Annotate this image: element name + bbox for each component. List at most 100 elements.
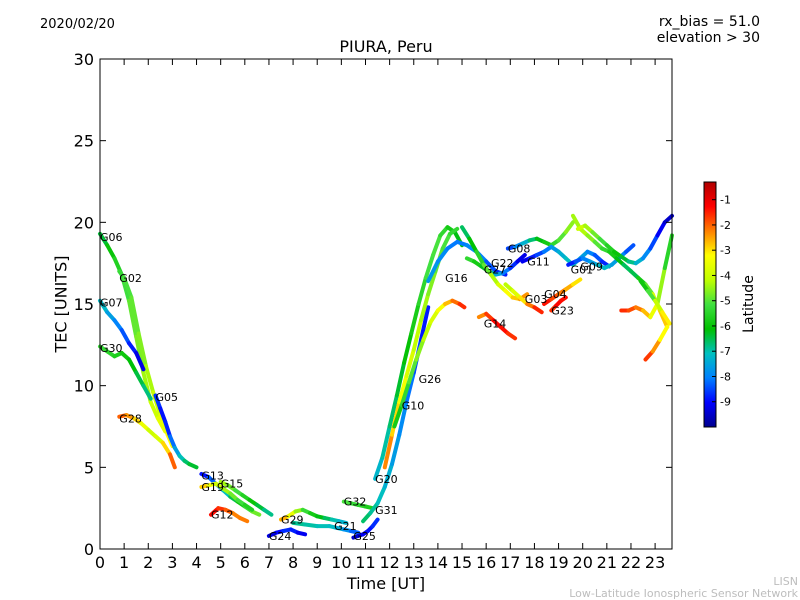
x-tick-label: 19 [548,553,568,572]
trace-segment-g21 [291,520,308,527]
trace-segment-g12 [238,516,250,524]
satellite-label-g05: G05 [156,391,179,404]
satellite-label-g10: G10 [402,399,425,412]
trace-segment-g07 [127,341,139,355]
satellite-label-g32: G32 [344,496,367,509]
trace-segment-g10 [457,302,467,310]
trace-segment-g05 [153,393,163,411]
x-tick-label: 18 [524,553,544,572]
x-tick-label: 0 [95,553,105,572]
trace-segment-g31 [368,501,380,516]
x-tick-label: 6 [240,553,250,572]
trace-segment-g04 [571,277,583,287]
trace-segment-g25 [370,517,380,529]
trace-segment-g07 [134,351,146,372]
satellite-label-g25: G25 [353,530,376,543]
trace-g19 [199,481,255,512]
y-tick-label: 10 [74,377,94,396]
satellite-label-g08: G08 [508,243,531,256]
trace-segment-g32 [363,504,375,511]
x-tick-label: 13 [404,553,424,572]
satellite-label-g23: G23 [551,305,574,318]
trace-track-34 [643,324,670,362]
trace-segment-g07 [112,318,124,333]
rx-bias-label: rx_bias = 51.0 [658,14,760,30]
trace-g29 [279,507,349,525]
trace-g27 [464,253,527,277]
trace-segment-g31 [397,400,409,437]
trace-segment-g22 [460,225,472,241]
x-tick-label: 8 [288,553,298,572]
satellite-label-g22: G22 [491,257,514,270]
x-tick-label: 14 [428,553,448,572]
trace-segment-g05 [163,419,172,439]
trace-segment-g16 [435,246,450,264]
trace-segment-g22 [467,236,479,254]
colorbar: -1 -2 -3 -4 -5 -6 -7 -8 -9 [703,181,731,428]
trace-segment-track-32 [655,266,667,306]
trace-segment-g06 [127,298,139,339]
trace-segment-g20 [423,253,436,280]
trace-g24 [266,527,308,538]
trace-segment-g26 [382,432,394,470]
satellite-label-g28: G28 [119,412,142,425]
x-tick-label: 12 [379,553,399,572]
trace-segment-g26 [397,373,409,404]
chart-title: PIURA, Peru [339,37,433,56]
trace-segment-g06 [148,400,160,421]
plot-date: 2020/02/20 [40,17,115,32]
x-tick-label: 15 [452,553,472,572]
trace-segment-g24 [295,530,308,537]
trace-segment-g31 [382,462,394,489]
footer-credit: LISN Low-Latitude Ionospheric Sensor Net… [569,576,798,600]
x-tick-label: 10 [331,553,351,572]
trace-g20 [373,225,464,481]
colorbar-gradient [703,181,717,428]
trace-g04 [542,277,583,306]
satellite-label-g13: G13 [201,470,224,483]
x-tick-label: 5 [216,553,226,572]
colorbar-tick-label: -5 [720,295,731,308]
y-tick-label: 15 [74,295,94,314]
footer-network: Low-Latitude Ionospheric Sensor Network [569,587,798,600]
trace-g05 [153,393,199,470]
trace-segment-g31 [390,432,402,467]
satellite-label-g29: G29 [281,514,304,527]
satellite-label-g06: G06 [100,231,123,244]
x-tick-label: 4 [191,553,201,572]
trace-track-33 [638,279,672,326]
trace-segment-g15 [262,507,274,517]
colorbar-tick-label: -9 [720,396,731,409]
x-tick-label: 16 [476,553,496,572]
trace-segment-g06 [98,231,110,248]
trace-segment-g08 [563,220,575,235]
trace-segment-g20 [373,455,385,481]
satellite-label-g03: G03 [525,293,548,306]
x-axis-label: Time [UT] [346,574,426,593]
trace-segment-g20 [431,233,443,257]
trace-g22 [460,225,530,302]
trace-segment-g19 [242,502,255,512]
trace-segment-g01 [624,243,636,254]
trace-segment-g26 [404,347,416,378]
trace-segment-g06 [105,243,117,261]
trace-segment-g16 [426,259,440,284]
trace-segment-g22 [489,272,501,287]
x-tick-label: 11 [355,553,375,572]
trace-segment-g10 [406,357,419,385]
x-tick-label: 20 [573,553,593,572]
trace-segment-g21 [303,522,320,529]
satellite-label-g24: G24 [269,530,292,543]
colorbar-tick-label: -3 [720,244,731,257]
colorbar-tick-label: -4 [720,269,731,282]
trace-segment-g10 [399,380,411,408]
trace-g23 [549,295,568,313]
trace-g08 [505,220,575,251]
trace-segment-g21 [349,529,361,535]
trace-g25 [351,517,380,540]
plot-parameters: rx_bias = 51.0 elevation > 30 [657,14,760,46]
x-tick-label: 23 [645,553,665,572]
satellite-traces [98,213,674,540]
trace-segment-g10 [414,337,426,362]
